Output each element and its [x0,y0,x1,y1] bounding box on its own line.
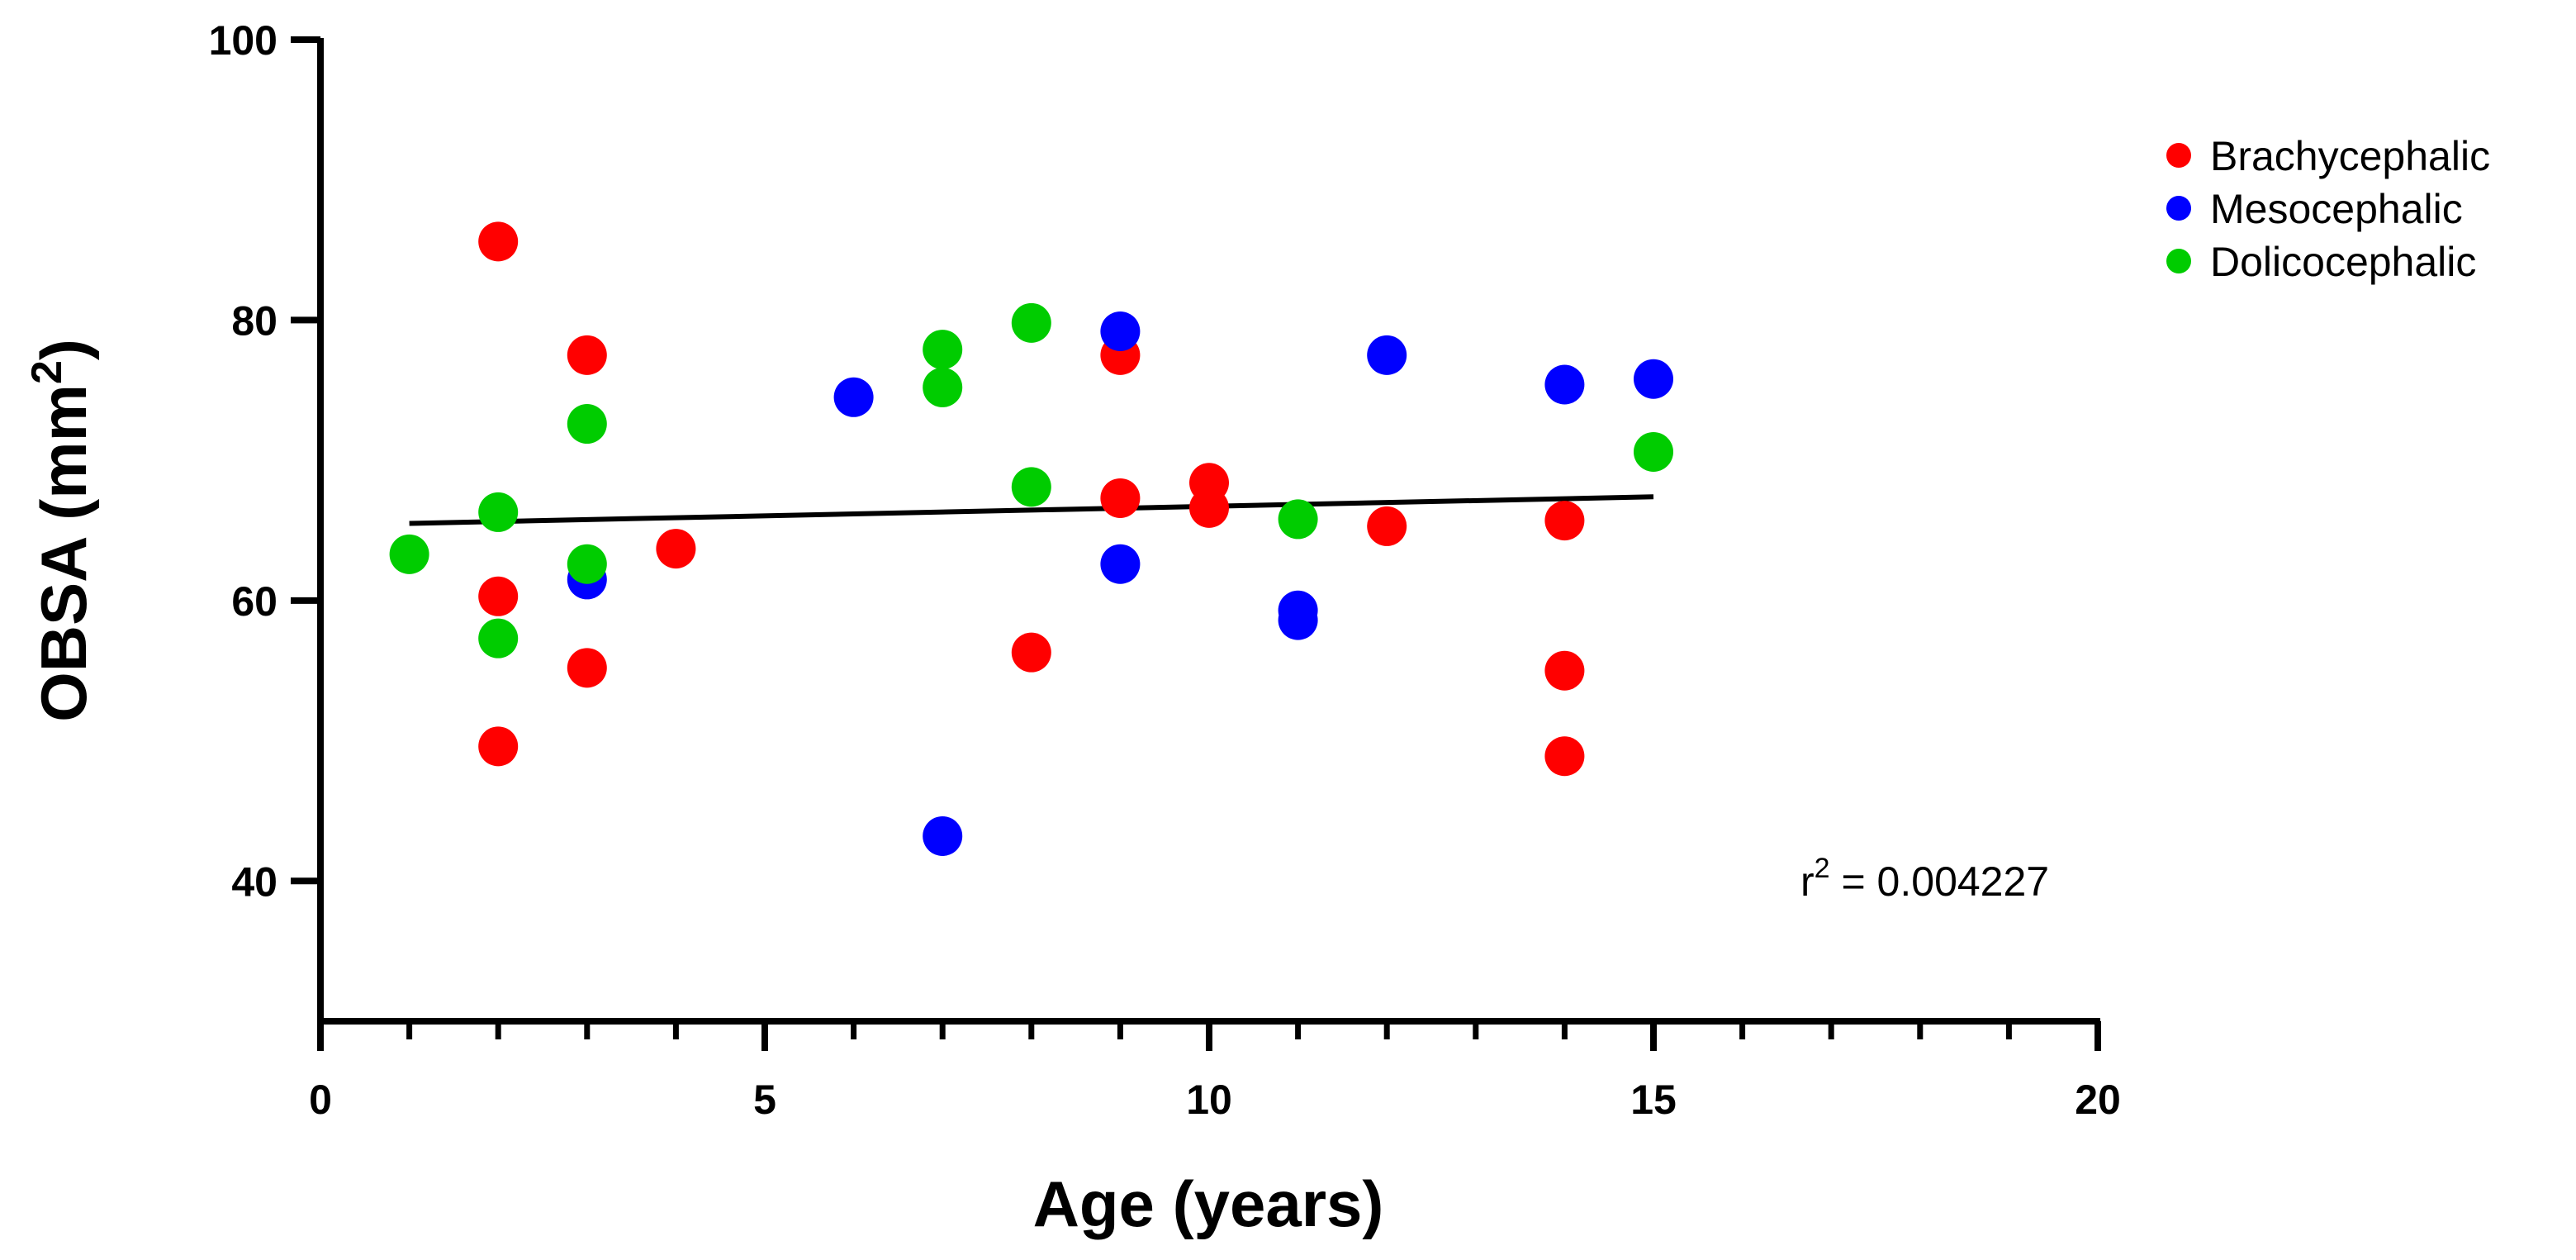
data-point-brachycephalic [478,221,519,262]
x-tick-label: 20 [2075,1077,2121,1123]
legend: Brachycephalic Mesocephalic Dolicocephalic [2166,133,2490,285]
data-point-brachycephalic [1011,632,1051,673]
data-point-dolicocephalic [389,534,429,574]
data-point-brachycephalic [1544,501,1585,541]
data-point-brachycephalic [1367,506,1407,546]
data-point-mesocephalic [1367,335,1407,375]
data-point-brachycephalic [1189,487,1229,528]
data-point-mesocephalic [1100,544,1141,584]
y-axis-title-close: ) [27,339,100,360]
annotation-prefix: r [1800,858,1815,905]
data-point-mesocephalic [1278,600,1318,640]
x-tick-label: 5 [753,1077,776,1123]
data-point-mesocephalic [923,815,963,856]
regression-line [409,494,1654,526]
y-axis-title-sup: 2 [23,360,71,384]
data-point-mesocephalic [833,377,874,417]
axes: 0 5 10 15 20 40 60 80 100 [209,17,2121,1123]
data-point-brachycephalic [1544,650,1585,691]
data-point-dolicocephalic [1634,431,1673,472]
data-point-mesocephalic [1634,359,1673,399]
x-tick-label: 10 [1186,1077,1232,1123]
y-axis-title-main: OBSA (mm [27,384,100,722]
legend-label-dolicocephalic: Dolicocephalic [2210,239,2476,285]
x-tick-label: 15 [1630,1077,1677,1123]
annotation-sup: 2 [1815,853,1830,884]
legend-marker-mesocephalic [2166,196,2191,221]
data-point-brachycephalic [1544,736,1585,777]
data-point-dolicocephalic [567,404,607,445]
y-tick-label: 100 [209,17,278,64]
data-point-mesocephalic [1100,311,1141,352]
y-tick-label: 60 [231,578,278,625]
data-point-dolicocephalic [1011,302,1051,343]
data-point-dolicocephalic [923,367,963,407]
data-point-dolicocephalic [478,618,519,659]
data-point-brachycephalic [478,726,519,767]
y-tick-label: 40 [231,858,278,905]
legend-label-mesocephalic: Mesocephalic [2210,186,2463,232]
data-point-dolicocephalic [1011,467,1051,507]
data-point-dolicocephalic [478,492,519,532]
x-tick-label: 0 [309,1077,332,1123]
data-point-brachycephalic [567,335,607,375]
points-layer [389,221,1673,856]
r-squared-annotation: r2 = 0.004227 [1800,853,2049,905]
regression-layer [409,494,1654,526]
legend-marker-brachycephalic [2166,143,2191,168]
data-point-mesocephalic [1544,364,1585,405]
data-point-brachycephalic [567,648,607,688]
y-axis-title: OBSA (mm2) [23,339,100,722]
data-point-dolicocephalic [567,544,607,584]
y-tick-label: 80 [231,297,278,344]
annotation-suffix: = 0.004227 [1830,858,2050,905]
data-point-brachycephalic [656,529,696,569]
data-point-brachycephalic [478,576,519,616]
data-point-dolicocephalic [923,330,963,370]
data-point-dolicocephalic [1278,499,1318,540]
legend-marker-dolicocephalic [2166,249,2191,273]
data-point-brachycephalic [1100,478,1141,518]
legend-label-brachycephalic: Brachycephalic [2210,133,2490,179]
x-axis-title: Age (years) [1033,1167,1384,1240]
